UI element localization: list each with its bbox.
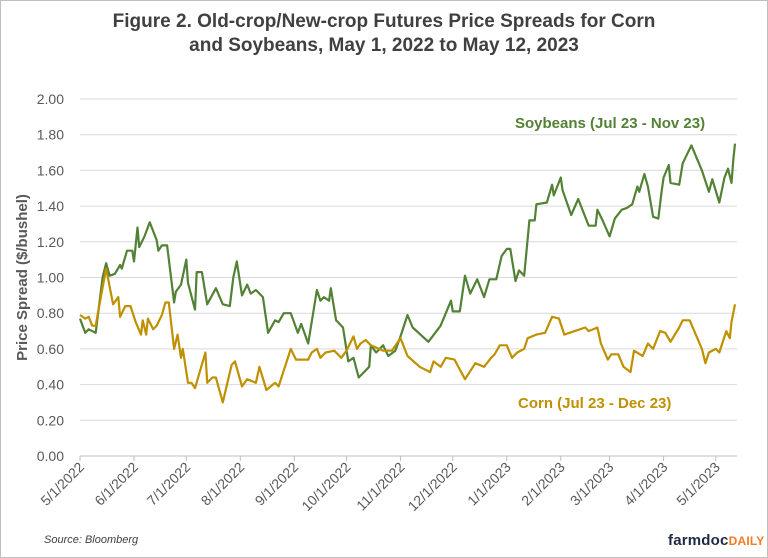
x-tick-label: 6/1/2022 xyxy=(91,459,141,509)
y-tick-label: 1.00 xyxy=(37,270,64,286)
x-tick-label: 9/1/2022 xyxy=(252,459,302,509)
logo-accent: DAILY xyxy=(728,534,765,548)
y-axis-label: Price Spread ($/bushel) xyxy=(14,194,31,361)
farmdoc-daily-logo: farmdocDAILY xyxy=(668,532,765,549)
y-tick-label: 1.60 xyxy=(37,162,64,178)
corn-line xyxy=(79,267,737,404)
y-tick-label: 1.80 xyxy=(37,127,64,143)
x-tick-label: 1/1/2023 xyxy=(464,459,514,509)
corn-series-label: Corn (Jul 23 - Dec 23) xyxy=(518,395,671,412)
x-tick-label: 12/1/2022 xyxy=(405,459,461,515)
y-tick-label: 1.40 xyxy=(37,198,64,214)
soybeans-series-label: Soybeans (Jul 23 - Nov 23) xyxy=(515,115,705,132)
y-tick-label: 0.60 xyxy=(37,341,64,357)
y-tick-label: 0.20 xyxy=(37,412,64,428)
x-tick-label: 8/1/2022 xyxy=(198,459,248,509)
title-line-1: Figure 2. Old-crop/New-crop Futures Pric… xyxy=(112,11,656,32)
y-tick-label: 0.80 xyxy=(37,305,64,321)
x-tick-label: 2/1/2023 xyxy=(518,459,568,509)
x-tick-label: 3/1/2023 xyxy=(567,459,617,509)
chart-title: Figure 2. Old-crop/New-crop Futures Pric… xyxy=(0,10,768,58)
y-tick-label: 0.00 xyxy=(37,448,64,464)
soybeans-line xyxy=(78,143,737,379)
x-tick-label: 5/1/2022 xyxy=(37,459,87,509)
y-tick-label: 0.40 xyxy=(37,377,64,393)
source-note: Source: Bloomberg xyxy=(44,534,139,546)
x-tick-label: 4/1/2023 xyxy=(621,459,671,509)
logo-main: farmdoc xyxy=(668,532,729,549)
y-tick-label: 2.00 xyxy=(37,91,64,107)
x-tick-label: 5/1/2023 xyxy=(673,459,723,509)
y-tick-label: 1.20 xyxy=(37,234,64,250)
title-line-2: and Soybeans, May 1, 2022 to May 12, 202… xyxy=(189,35,579,56)
x-tick-label: 7/1/2022 xyxy=(144,459,194,509)
x-tick-label: 10/1/2022 xyxy=(298,459,354,515)
x-tick-label: 11/1/2022 xyxy=(353,459,408,514)
